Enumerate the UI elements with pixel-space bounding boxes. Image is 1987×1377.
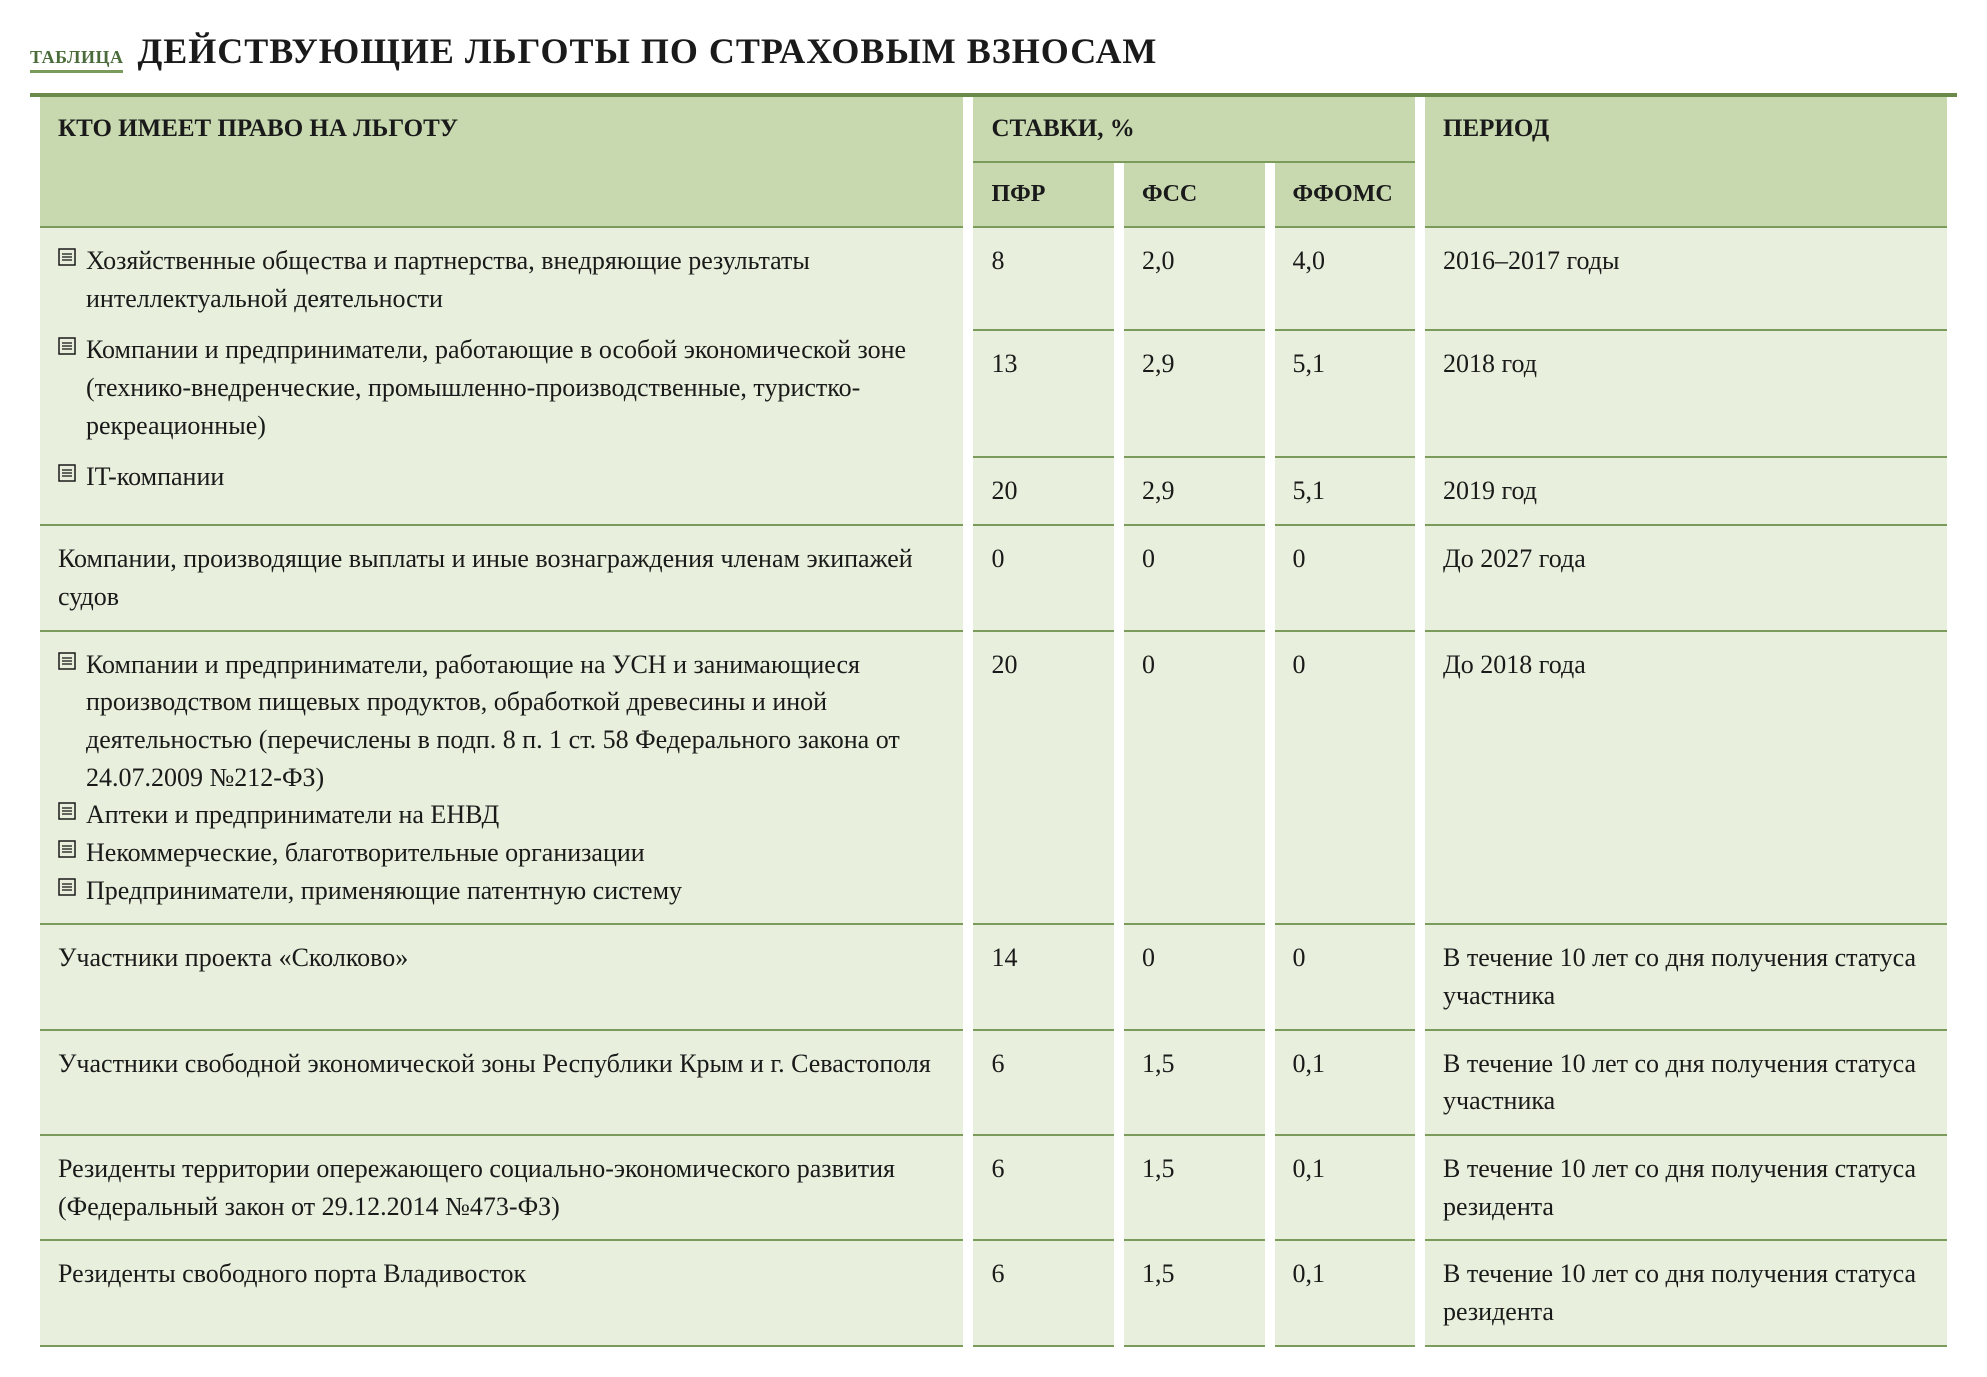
list-bullet-icon [58, 337, 76, 355]
cell-ffoms: 0,1 [1275, 1031, 1416, 1136]
table-body: Хозяйственные общества и партнерства, вн… [40, 228, 1947, 1347]
cell-fss: 2,0 [1124, 228, 1265, 331]
cell-who: Компании и предприниматели, работающие н… [40, 632, 963, 926]
list-bullet-icon [58, 840, 76, 858]
table-row: Участники свободной экономической зоны Р… [40, 1031, 1947, 1136]
cell-period: 2016–2017 годы [1425, 228, 1947, 331]
table-row: Резиденты свободного порта Владивосток 6… [40, 1241, 1947, 1346]
table-document: ТАБЛИЦА ДЕЙСТВУЮЩИЕ ЛЬГОТЫ ПО СТРАХОВЫМ … [30, 30, 1957, 1347]
table-row: Участники проекта «Сколково» 14 0 0 В те… [40, 925, 1947, 1030]
cell-fss: 1,5 [1124, 1241, 1265, 1346]
col-who: КТО ИМЕЕТ ПРАВО НА ЛЬГОТУ [40, 97, 963, 228]
cell-pfr: 20 [973, 458, 1114, 526]
cell-fss: 0 [1124, 925, 1265, 1030]
cell-pfr: 8 [973, 228, 1114, 331]
cell-ffoms: 5,1 [1275, 458, 1416, 526]
title-row: ТАБЛИЦА ДЕЙСТВУЮЩИЕ ЛЬГОТЫ ПО СТРАХОВЫМ … [30, 30, 1957, 73]
table-head: КТО ИМЕЕТ ПРАВО НА ЛЬГОТУ СТАВКИ, % ПЕРИ… [40, 97, 1947, 228]
cell-period: В течение 10 лет со дня по­лучения стату… [1425, 1241, 1947, 1346]
table-row: IT-компании 20 2,9 5,1 2019 год [40, 458, 1947, 526]
cell-period: До 2027 года [1425, 526, 1947, 631]
col-fss: ФСС [1124, 163, 1265, 228]
table-tag: ТАБЛИЦА [30, 47, 123, 73]
list-bullet-icon [58, 652, 76, 670]
bullet-text: Предприниматели, применяющие патентную с… [86, 872, 682, 910]
bullet-text: Некоммерческие, благотворительные органи… [86, 834, 645, 872]
bullet-text: IT-компании [86, 458, 224, 496]
cell-fss: 1,5 [1124, 1136, 1265, 1241]
cell-period: 2019 год [1425, 458, 1947, 526]
table-row: Компании и предприниматели, работающие н… [40, 632, 1947, 926]
cell-pfr: 0 [973, 526, 1114, 631]
cell-who: Резиденты свободного порта Владивосток [40, 1241, 963, 1346]
cell-ffoms: 0 [1275, 632, 1416, 926]
cell-ffoms: 0,1 [1275, 1136, 1416, 1241]
benefits-table: КТО ИМЕЕТ ПРАВО НА ЛЬГОТУ СТАВКИ, % ПЕРИ… [30, 97, 1957, 1347]
cell-who: Участники свободной экономической зоны Р… [40, 1031, 963, 1136]
col-pfr: ПФР [973, 163, 1114, 228]
page-title: ДЕЙСТВУЮЩИЕ ЛЬГОТЫ ПО СТРАХОВЫМ ВЗНОСАМ [137, 30, 1157, 72]
list-bullet-icon [58, 802, 76, 820]
table-row: Компании и предприниматели, работающие в… [40, 331, 1947, 458]
cell-fss: 0 [1124, 526, 1265, 631]
col-period: ПЕРИОД [1425, 97, 1947, 228]
cell-fss: 2,9 [1124, 331, 1265, 458]
table-row: Резиденты территории опережающего социал… [40, 1136, 1947, 1241]
cell-fss: 2,9 [1124, 458, 1265, 526]
cell-pfr: 6 [973, 1241, 1114, 1346]
cell-who: Компании и предприниматели, работающие в… [40, 331, 963, 458]
cell-pfr: 13 [973, 331, 1114, 458]
cell-who: Хозяйственные общества и партнерства, вн… [40, 228, 963, 331]
cell-pfr: 6 [973, 1136, 1114, 1241]
bullet-text: Хозяйственные общества и партнерства, вн… [86, 242, 945, 317]
col-rates: СТАВКИ, % [973, 97, 1415, 163]
bullet-text: Компании и предприниматели, работающие н… [86, 646, 945, 797]
bullet-text: Компании и предприниматели, работающие в… [86, 331, 945, 444]
list-bullet-icon [58, 464, 76, 482]
cell-period: В течение 10 лет со дня по­лучения стату… [1425, 1136, 1947, 1241]
cell-period: В течение 10 лет со дня по­лучения стату… [1425, 1031, 1947, 1136]
cell-ffoms: 5,1 [1275, 331, 1416, 458]
cell-ffoms: 0 [1275, 526, 1416, 631]
cell-ffoms: 4,0 [1275, 228, 1416, 331]
list-bullet-icon [58, 248, 76, 266]
bullet-text: Аптеки и предприниматели на ЕНВД [86, 796, 499, 834]
cell-period: 2018 год [1425, 331, 1947, 458]
table-row: Хозяйственные общества и партнерства, вн… [40, 228, 1947, 331]
table-row: Компании, производящие выплаты и иные во… [40, 526, 1947, 631]
cell-pfr: 20 [973, 632, 1114, 926]
cell-fss: 1,5 [1124, 1031, 1265, 1136]
cell-who: IT-компании [40, 458, 963, 526]
cell-ffoms: 0 [1275, 925, 1416, 1030]
list-bullet-icon [58, 878, 76, 896]
table-wrapper: КТО ИМЕЕТ ПРАВО НА ЛЬГОТУ СТАВКИ, % ПЕРИ… [30, 93, 1957, 1347]
cell-pfr: 14 [973, 925, 1114, 1030]
cell-fss: 0 [1124, 632, 1265, 926]
cell-who: Участники проекта «Сколково» [40, 925, 963, 1030]
cell-pfr: 6 [973, 1031, 1114, 1136]
col-ffoms: ФФОМС [1275, 163, 1416, 228]
cell-ffoms: 0,1 [1275, 1241, 1416, 1346]
cell-who: Компании, производящие выплаты и иные во… [40, 526, 963, 631]
cell-period: До 2018 года [1425, 632, 1947, 926]
cell-who: Резиденты территории опережающего социал… [40, 1136, 963, 1241]
cell-period: В течение 10 лет со дня по­лучения стату… [1425, 925, 1947, 1030]
